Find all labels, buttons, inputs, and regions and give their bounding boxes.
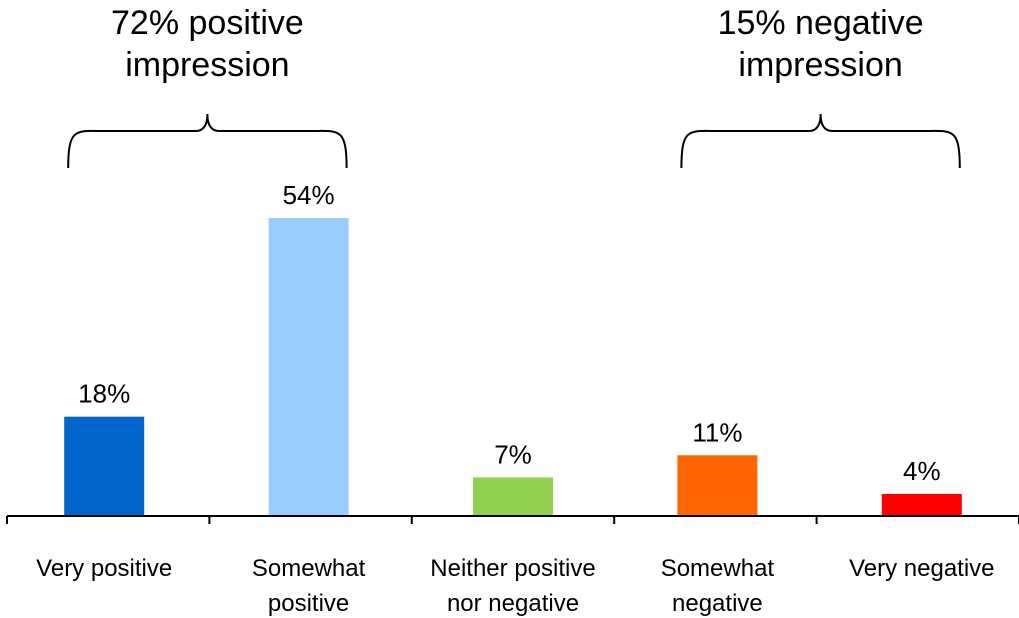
bar [473,477,553,516]
annotation-brace [680,113,961,169]
category-label: Somewhat positive [252,555,366,617]
category-label: Neither positive nor negative [430,555,595,617]
data-label: 4% [903,456,941,486]
value-labels-group: 18% 54% 7% 11% 4% [78,180,940,486]
negative-impression-annotation: 15% negative impression [671,2,971,86]
annotation-line: impression [125,46,290,84]
data-label: 7% [494,439,532,469]
category-label: Very negative [849,555,994,582]
data-label: 18% [78,379,130,409]
bar [881,493,962,516]
category-labels-group: Very positive Somewhat positive Neither pos… [36,555,994,617]
bar [677,455,758,516]
bar [64,416,145,516]
annotation-line: 15% negative [717,4,924,42]
bars-group [64,218,962,516]
x-axis-ticks [6,516,1019,524]
annotation-line: 72% positive [111,4,304,42]
positive-impression-annotation: 72% positive impression [57,2,357,86]
annotation-brace [67,113,348,169]
annotation-line: impression [738,46,903,84]
data-label: 54% [283,180,335,210]
braces-group [67,113,961,169]
category-label: Somewhat negative [661,555,775,617]
bar [268,218,349,516]
category-label: Very positive [36,555,172,582]
data-label: 11% [692,417,742,447]
